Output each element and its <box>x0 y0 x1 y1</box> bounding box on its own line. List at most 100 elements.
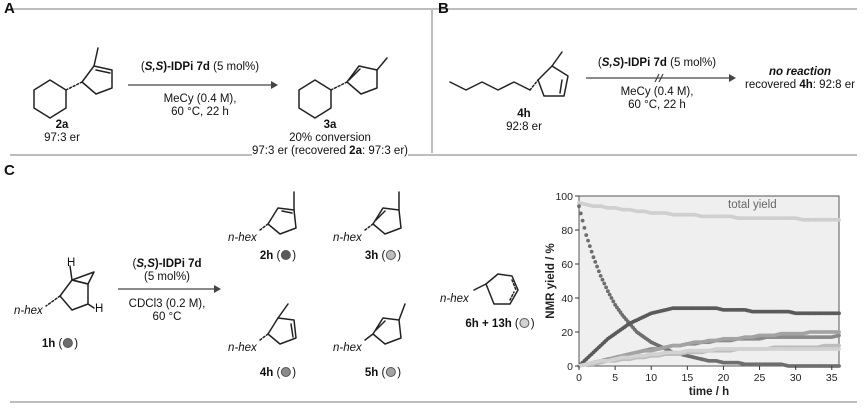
molecule-2a <box>33 47 113 119</box>
y-tick-label: 80 <box>561 225 573 237</box>
data-point-c1h <box>582 225 587 230</box>
total-yield-annotation: total yield <box>728 199 777 211</box>
substituent-1h: n-hex <box>14 305 43 317</box>
data-point-c1h <box>609 296 614 300</box>
data-point-c1h <box>591 255 596 260</box>
panel-b-catalyst: (S,S)-IDPi 7d (5 mol%) <box>597 57 717 69</box>
data-point-c1h <box>600 277 605 282</box>
label-5h: 5h () <box>364 367 402 379</box>
marker-2h <box>281 250 292 260</box>
data-point-c1h <box>604 285 608 290</box>
molecule-2h <box>259 191 297 235</box>
h-label-top: H <box>67 257 76 269</box>
label-1h: 1h () <box>41 338 79 350</box>
data-point-c6h <box>837 347 841 351</box>
substituent-6h: n-hex <box>440 293 469 305</box>
data-point-c1h <box>595 264 599 269</box>
bottom-rule <box>10 401 857 403</box>
data-point-c1h <box>593 259 598 264</box>
data-point-c1h <box>587 244 592 249</box>
data-point-c3h <box>837 343 841 348</box>
molecule-4h <box>449 51 569 97</box>
panel-a-arrow <box>128 81 278 89</box>
marker-4h <box>281 367 292 377</box>
label-6h-13h: 6h + 13h () <box>465 318 535 330</box>
molecule-4h-c <box>259 303 297 345</box>
molecule-6h-13h <box>473 273 519 305</box>
x-tick-label: 15 <box>681 372 693 384</box>
data-point-c4h <box>837 333 841 338</box>
marker-5h <box>386 367 397 377</box>
data-point-c5h <box>837 330 841 334</box>
label-2h: 2h () <box>259 250 297 262</box>
x-tick-label: 10 <box>645 372 657 384</box>
x-tick-label: 35 <box>826 372 838 384</box>
label-3h: 3h () <box>364 250 402 262</box>
panel-b-conditions: 60 °C, 22 h <box>628 99 686 111</box>
y-tick-label: 100 <box>555 191 573 203</box>
data-point-c1h <box>602 281 607 286</box>
data-point-c1h <box>611 299 616 304</box>
substituent-3h: n-hex <box>333 232 362 244</box>
data-point-c1h <box>584 233 589 237</box>
data-point-c1h <box>837 364 841 368</box>
x-tick-label: 0 <box>576 372 582 384</box>
panel-a-catalyst: (S,S)-IDPi 7d (5 mol%) <box>140 61 260 73</box>
molecule-3a <box>298 57 388 119</box>
panel-c-catalyst: (S,S)-IDPi 7d <box>132 258 202 270</box>
data-point-c2h <box>837 311 841 316</box>
data-point-c1h <box>580 218 585 223</box>
x-axis-label: time / h <box>689 386 729 398</box>
panel-a-letter: A <box>4 0 15 17</box>
data-point-c1h <box>586 238 590 243</box>
panel-b-solvent: MeCy (0.4 M), <box>620 86 694 98</box>
substituent-4h: n-hex <box>228 342 257 354</box>
data-point-c1h <box>598 274 603 278</box>
data-point-c1h <box>596 269 601 274</box>
substituent-2h: n-hex <box>228 232 257 244</box>
y-tick-label: 0 <box>567 361 573 373</box>
molecule-3h <box>364 191 402 235</box>
label-3a: 3a <box>323 119 337 131</box>
y-axis-label: NMR yield / % <box>545 243 557 318</box>
data-point-c1h <box>607 292 612 297</box>
label-4h-c: 4h () <box>259 367 297 379</box>
er-4h: 92:8 er <box>506 121 542 133</box>
h-label-bottom: H <box>95 303 104 315</box>
marker-1h <box>63 338 74 348</box>
panel-c-loading: (5 mol%) <box>143 271 191 283</box>
panel-a-conditions: 60 °C, 22 h <box>171 106 229 118</box>
x-tick-label: 5 <box>612 372 618 384</box>
marker-6h <box>519 318 530 328</box>
panel-c-arrow <box>118 285 221 293</box>
top-rule <box>10 8 857 10</box>
data-point-c1h <box>577 204 581 209</box>
nmr-yield-chart: 0 5 10 15 20 25 30 35 0 20 40 60 80 100 time / h NMR yi… <box>545 191 841 398</box>
molecule-1h <box>45 265 95 311</box>
data-point-c1h <box>578 211 583 216</box>
er-2a: 97:3 er <box>44 132 80 144</box>
conversion-3a: 20% conversion <box>289 132 371 144</box>
panel-c-conditions: 60 °C <box>152 311 182 323</box>
marker-3h <box>386 250 397 260</box>
substituent-5h: n-hex <box>333 342 362 354</box>
label-4h: 4h <box>517 108 531 120</box>
data-point-total <box>837 217 841 222</box>
panel-b-arrow <box>586 73 736 83</box>
y-tick-label: 60 <box>561 259 573 271</box>
molecule-5h <box>364 303 406 345</box>
x-tick-label: 20 <box>718 372 730 384</box>
data-point-c1h <box>589 249 594 254</box>
middle-rule <box>10 154 857 156</box>
x-tick-label: 25 <box>754 372 766 384</box>
y-tick-label: 40 <box>561 293 573 305</box>
data-point-c1h <box>605 289 610 294</box>
panel-b-letter: B <box>438 0 449 17</box>
panel-c-letter: C <box>4 162 15 179</box>
panel-a-solvent: MeCy (0.4 M), <box>163 93 237 105</box>
label-2a: 2a <box>55 119 69 131</box>
panel-c-solvent: CDCl3 (0.2 M), <box>128 298 206 310</box>
panel-divider <box>431 10 433 153</box>
no-reaction-text: no reaction <box>769 66 831 78</box>
x-tick-label: 30 <box>790 372 802 384</box>
